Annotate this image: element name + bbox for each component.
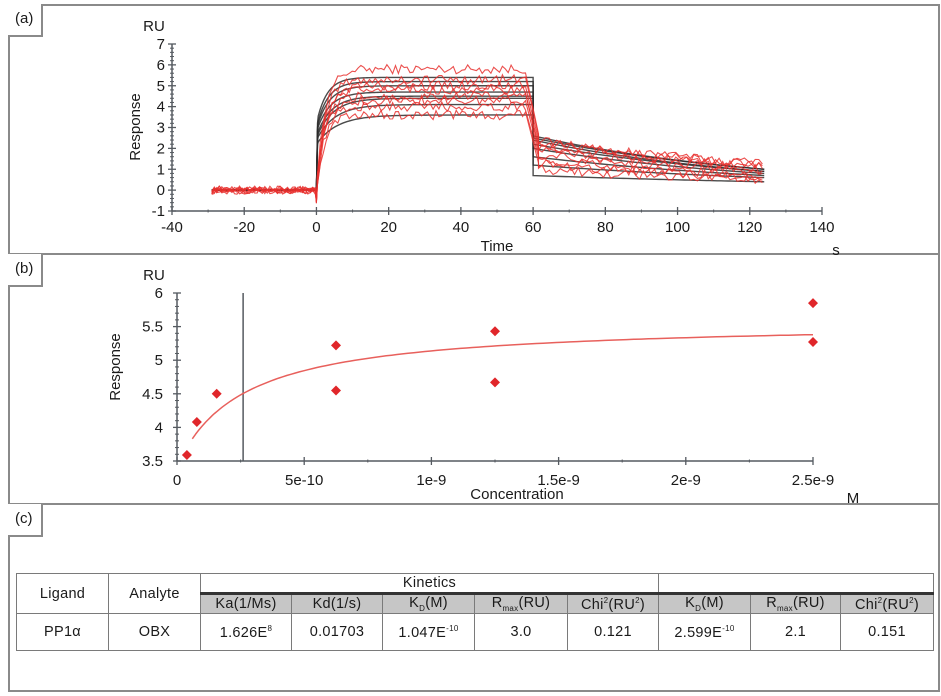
y-tick-label: 2 — [157, 140, 165, 157]
figure-frame — [8, 4, 940, 692]
x-tick-label: -40 — [161, 219, 183, 236]
cell-chi2-steady: 0.151 — [840, 613, 934, 651]
header-KD-kinetic: KD(M) — [382, 593, 475, 614]
y-tick-label: -1 — [152, 203, 165, 220]
y-tick-label: 7 — [157, 36, 165, 53]
y-tick-label: 3.5 — [142, 453, 163, 470]
y-tick-label: 3 — [157, 120, 165, 137]
header-group-steady-state — [658, 573, 934, 595]
y-tick-label: 1 — [157, 161, 165, 178]
y-tick-label: 5.5 — [142, 319, 163, 336]
y-tick-label: 4 — [157, 99, 165, 116]
kinetics-table: Ligand Analyte Kinetics Ka(1/Ms) Kd(1/s)… — [16, 573, 934, 651]
header-group-kinetics: Kinetics — [200, 573, 659, 595]
cell-KD-kinetic: 1.047E-10 — [382, 613, 475, 651]
header-analyte: Analyte — [108, 573, 201, 614]
y-tick-label: 4 — [155, 419, 163, 436]
x-tick-label: 0 — [312, 219, 320, 236]
y-axis-label: Response — [107, 333, 124, 401]
x-tick-label: 100 — [665, 219, 690, 236]
header-chi2-kinetic: Chi2(RU2) — [567, 593, 659, 614]
affinity-fit-curve — [191, 333, 814, 440]
x-tick-label: 1.5e-9 — [537, 472, 580, 489]
cell-chi2-kinetic: 0.121 — [567, 613, 659, 651]
sensorgram-axes: -1 0 1 2 3 4 5 6 7 -40 -20 0 20 40 60 80 100 120 140 — [152, 36, 835, 236]
data-point-4 — [331, 340, 341, 351]
cell-rmax-kinetic: 3.0 — [474, 613, 568, 651]
cell-analyte: OBX — [108, 613, 201, 651]
x-tick-label: 2e-9 — [671, 472, 701, 489]
y-tick-label: 5 — [155, 352, 163, 369]
x-tick-label: 5e-10 — [285, 472, 323, 489]
data-point-2 — [191, 417, 202, 428]
header-kd: Kd(1/s) — [291, 593, 383, 614]
x-tick-label: 0 — [173, 472, 181, 489]
cell-KD-steady: 2.599E-10 — [658, 613, 751, 651]
measured-curve-8 — [211, 109, 763, 201]
x-tick-label: 40 — [453, 219, 470, 236]
x-axis-label: Concentration — [470, 486, 563, 503]
y-tick-label: 4.5 — [142, 386, 163, 403]
x-tick-label: 140 — [809, 219, 834, 236]
data-point-1 — [181, 449, 192, 460]
y-tick-label: 6 — [157, 57, 165, 74]
x-tick-label: 120 — [737, 219, 762, 236]
x-tick-label: 80 — [597, 219, 614, 236]
header-ka: Ka(1/Ms) — [200, 593, 292, 614]
y-unit-label: RU — [143, 267, 165, 284]
y-unit-label: RU — [143, 18, 165, 35]
x-tick-label: 1e-9 — [416, 472, 446, 489]
x-axis-label: Time — [481, 238, 514, 255]
x-unit-label: s — [832, 242, 840, 259]
y-axis-label: Response — [127, 93, 144, 161]
cell-kd: 0.01703 — [291, 613, 383, 651]
steady-state-chart: 3.5 4 4.5 5 5.5 6 0 5e-10 1e-9 1.5e-9 2e-9 2.5e-9 R… — [107, 267, 860, 507]
header-chi2-steady: Chi2(RU2) — [840, 593, 934, 614]
steady-state-axes: 3.5 4 4.5 5 5.5 6 0 5e-10 1e-9 1.5e-9 2e-9 2.5e-9 — [142, 285, 834, 489]
y-tick-label: 5 — [157, 78, 165, 95]
panel-divider-ab — [8, 253, 940, 255]
x-tick-label: 60 — [525, 219, 542, 236]
panel-label-a: (a) — [8, 4, 43, 37]
y-tick-label: 0 — [157, 182, 165, 199]
panel-label-c: (c) — [8, 504, 43, 537]
header-ligand: Ligand — [16, 573, 109, 614]
data-point-9 — [808, 337, 818, 348]
data-point-5 — [331, 385, 341, 396]
cell-ligand: PP1α — [16, 613, 109, 651]
data-point-7 — [490, 377, 500, 388]
x-tick-label: -20 — [233, 219, 255, 236]
header-KD-steady: KD(M) — [658, 593, 751, 614]
data-point-3 — [211, 388, 222, 399]
measured-curves — [211, 63, 763, 204]
table-row: PP1α OBX 1.626E8 0.01703 1.047E-10 3.0 0… — [16, 613, 934, 651]
fitted-curve-4 — [211, 91, 765, 191]
sensorgram-chart: -1 0 1 2 3 4 5 6 7 -40 -20 0 20 40 60 80 100 120 140 RU Re… — [127, 18, 840, 259]
fit-curve — [191, 333, 814, 440]
x-tick-label: 20 — [380, 219, 397, 236]
header-rmax-kinetic: Rmax(RU) — [474, 593, 568, 614]
cell-rmax-steady: 2.1 — [750, 613, 841, 651]
x-unit-label: M — [847, 490, 860, 507]
panel-label-b: (b) — [8, 254, 43, 287]
data-point-6 — [490, 326, 500, 337]
data-point-8 — [808, 298, 818, 309]
y-tick-label: 6 — [155, 285, 163, 302]
x-tick-label: 2.5e-9 — [792, 472, 835, 489]
header-rmax-steady: Rmax(RU) — [750, 593, 841, 614]
data-points — [181, 298, 818, 460]
cell-ka: 1.626E8 — [200, 613, 292, 651]
panel-divider-bc — [8, 503, 940, 505]
